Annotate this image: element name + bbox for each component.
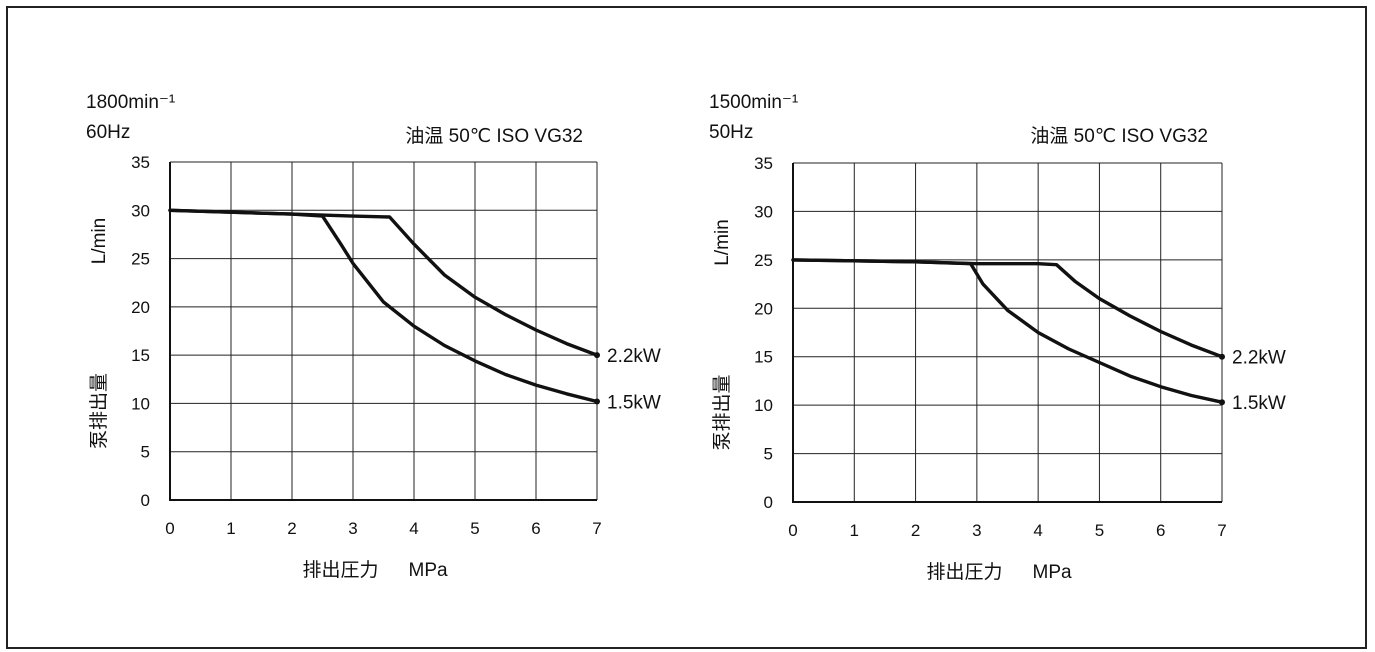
- chart-1-series-2_2kW-end-point: [594, 352, 600, 359]
- chart-1-y-tick-20: 20: [131, 298, 150, 317]
- chart-2-frequency-label: 50Hz: [709, 122, 753, 143]
- figure-frame: [6, 6, 1367, 649]
- chart-2-y-tick-15: 15: [754, 348, 773, 367]
- chart-2-x-title: 排出圧力: [926, 561, 1002, 583]
- chart-2: 0 1 2 3 4 5 6 7 0 5 10 15 20 25 30 35 1500min⁻¹ 50Hz 油温 50…: [709, 92, 1286, 583]
- chart-2-series-1_5kW-label: 1.5kW: [1232, 393, 1286, 414]
- chart-2-x-tick-7: 7: [1217, 521, 1226, 540]
- chart-1-y-title: 泵排出量: [88, 373, 110, 449]
- chart-1-series-1_5kW-label: 1.5kW: [607, 392, 661, 413]
- chart-1-y-tick-30: 30: [131, 201, 150, 220]
- chart-1-x-tick-0: 0: [165, 519, 174, 538]
- chart-2-y-title: 泵排出量: [711, 374, 733, 450]
- chart-1-series-2_2kW-line: [168, 208, 599, 357]
- chart-2-y-tick-10: 10: [754, 396, 773, 415]
- chart-2-y-tick-25: 25: [754, 251, 773, 270]
- chart-1-series-1_5kW-line: [168, 208, 599, 404]
- chart-1-y-tick-35: 35: [131, 153, 150, 172]
- chart-1-x-tick-7: 7: [592, 519, 601, 538]
- chart-2-x-tick-3: 3: [972, 521, 981, 540]
- chart-1-condition-label: 油温 50℃ ISO VG32: [405, 125, 583, 147]
- chart-2-x-tick-5: 5: [1095, 521, 1104, 540]
- chart-2-x-tick-1: 1: [850, 521, 859, 540]
- chart-1-y-unit: L/min: [89, 218, 110, 264]
- chart-1-x-tick-1: 1: [226, 519, 235, 538]
- chart-2-speed-label: 1500min⁻¹: [709, 92, 798, 113]
- chart-2-series-2_2kW-label: 2.2kW: [1232, 348, 1286, 369]
- chart-2-series-1_5kW-end-point: [1219, 399, 1225, 406]
- chart-2-x-tick-2: 2: [911, 521, 920, 540]
- chart-1-series-2_2kW-label: 2.2kW: [607, 346, 661, 367]
- chart-1-y-tick-5: 5: [141, 443, 150, 462]
- chart-2-x-tick-6: 6: [1156, 521, 1165, 540]
- chart-1-x-tick-4: 4: [409, 519, 418, 538]
- chart-2-y-tick-0: 0: [764, 493, 773, 512]
- chart-1-speed-label: 1800min⁻¹: [86, 92, 175, 113]
- chart-1-series-1_5kW-end-point: [594, 398, 600, 405]
- chart-1-x-title: 排出圧力: [302, 559, 378, 581]
- chart-2-y-tick-35: 35: [754, 154, 773, 173]
- chart-1-frequency-label: 60Hz: [86, 122, 130, 143]
- chart-2-series-2_2kW-end-point: [1219, 353, 1225, 360]
- chart-1-y-tick-25: 25: [131, 250, 150, 269]
- chart-2-y-unit: L/min: [712, 219, 733, 265]
- chart-1-x-tick-5: 5: [470, 519, 479, 538]
- chart-2-x-tick-4: 4: [1033, 521, 1042, 540]
- chart-1-y-tick-15: 15: [131, 346, 150, 365]
- chart-2-y-tick-30: 30: [754, 202, 773, 221]
- chart-2-series-1_5kW-line: [791, 258, 1224, 404]
- chart-2-x-unit: MPa: [1033, 562, 1073, 583]
- chart-1-y-tick-0: 0: [141, 491, 150, 510]
- chart-1-y-tick-10: 10: [131, 394, 150, 413]
- chart-1-x-unit: MPa: [409, 560, 449, 581]
- chart-2-x-tick-0: 0: [788, 521, 797, 540]
- chart-1-x-tick-3: 3: [348, 519, 357, 538]
- chart-2-condition-label: 油温 50℃ ISO VG32: [1030, 125, 1208, 147]
- chart-1-x-tick-2: 2: [287, 519, 296, 538]
- chart-1-x-tick-6: 6: [531, 519, 540, 538]
- chart-2-y-tick-5: 5: [764, 445, 773, 464]
- chart-2-y-tick-20: 20: [754, 299, 773, 318]
- chart-1: 0 1 2 3 4 5 6 7 0 5 10 15 20 25 30 35 1800min⁻¹ 60Hz 油温 50…: [86, 92, 661, 581]
